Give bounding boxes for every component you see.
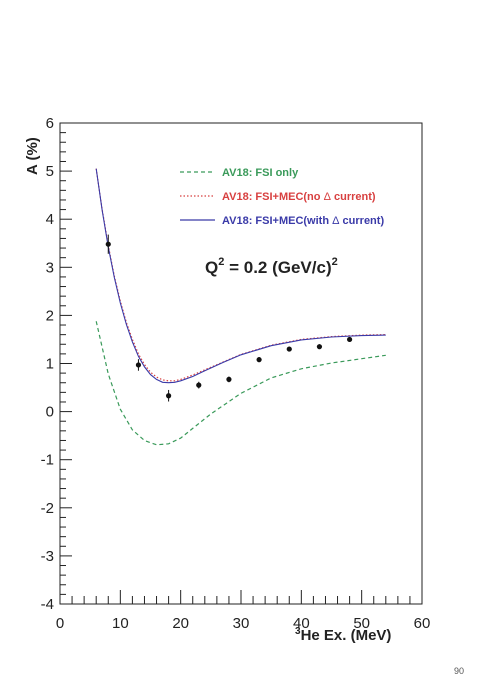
curve-withD xyxy=(95,168,386,384)
legend-label-noD: AV18: FSI+MEC(no Δ current) xyxy=(222,191,376,203)
legend-text-part: AV18: FSI only xyxy=(222,167,299,179)
x-axis-title-superscript: 3 xyxy=(295,626,301,637)
y-tick-label: -1 xyxy=(41,452,54,469)
x-tick-label: 10 xyxy=(112,615,129,632)
y-tick-label: 4 xyxy=(46,211,54,228)
data-point xyxy=(135,362,142,368)
x-axis-title: 3He Ex. (MeV) xyxy=(295,626,391,644)
legend-text-part: AV18: FSI+MEC(with xyxy=(222,215,332,227)
data-point xyxy=(286,346,292,352)
model-curves xyxy=(95,168,386,446)
data-point xyxy=(316,344,323,350)
q-value: = 0.2 (GeV/c) xyxy=(224,258,331,277)
y-tick-label: 3 xyxy=(46,259,54,276)
x-tick-label: 40 xyxy=(293,615,310,632)
y-axis-title: A (%) xyxy=(24,137,41,175)
x-tick-label: 0 xyxy=(56,615,64,632)
y-tick-label: 1 xyxy=(46,356,54,373)
data-point xyxy=(256,357,262,363)
tick-labels: 0 10 20 30 40 50 60 -4 -3 -2 -1 0 1 2 3 4 5 6 xyxy=(41,115,431,632)
data-point xyxy=(226,376,232,382)
legend: AV18: FSI only AV18: FSI+MEC(no Δ current… xyxy=(180,167,384,227)
y-tick-label: -3 xyxy=(41,548,54,565)
x-tick-label: 20 xyxy=(172,615,189,632)
data-point xyxy=(105,241,111,247)
q-superscript: 2 xyxy=(218,256,224,268)
q-squared-annotation: Q2 = 0.2 (GeV/c)2 xyxy=(205,256,338,277)
y-tick-label: 0 xyxy=(46,404,54,421)
delta-symbol: Δ xyxy=(324,191,332,203)
x-tick-label: 30 xyxy=(233,615,250,632)
axis-ticks xyxy=(59,122,423,605)
corner-mark: 90 xyxy=(454,666,464,676)
legend-text-part: current) xyxy=(331,191,376,203)
y-tick-label: 2 xyxy=(46,307,54,324)
y-tick-label: -4 xyxy=(41,596,54,613)
data-point xyxy=(166,393,172,399)
y-tick-label: -2 xyxy=(41,500,54,517)
q-unit-superscript: 2 xyxy=(332,256,338,268)
x-tick-label: 50 xyxy=(353,615,370,632)
y-tick-label: 5 xyxy=(46,163,54,180)
data-point xyxy=(347,336,353,343)
legend-label-fsi: AV18: FSI only xyxy=(222,167,299,179)
y-tick-label: 6 xyxy=(46,115,54,132)
data-points xyxy=(105,234,353,402)
curve-fsi xyxy=(95,321,386,446)
x-axis-title-text: He Ex. (MeV) xyxy=(301,627,392,644)
legend-text-part: AV18: FSI+MEC(no xyxy=(222,191,324,203)
x-tick-label: 60 xyxy=(414,615,431,632)
legend-text-part: current) xyxy=(339,215,384,227)
delta-symbol: Δ xyxy=(332,215,340,227)
legend-label-withD: AV18: FSI+MEC(with Δ current) xyxy=(222,215,384,227)
data-point xyxy=(196,382,202,388)
q-label: Q xyxy=(205,258,218,277)
